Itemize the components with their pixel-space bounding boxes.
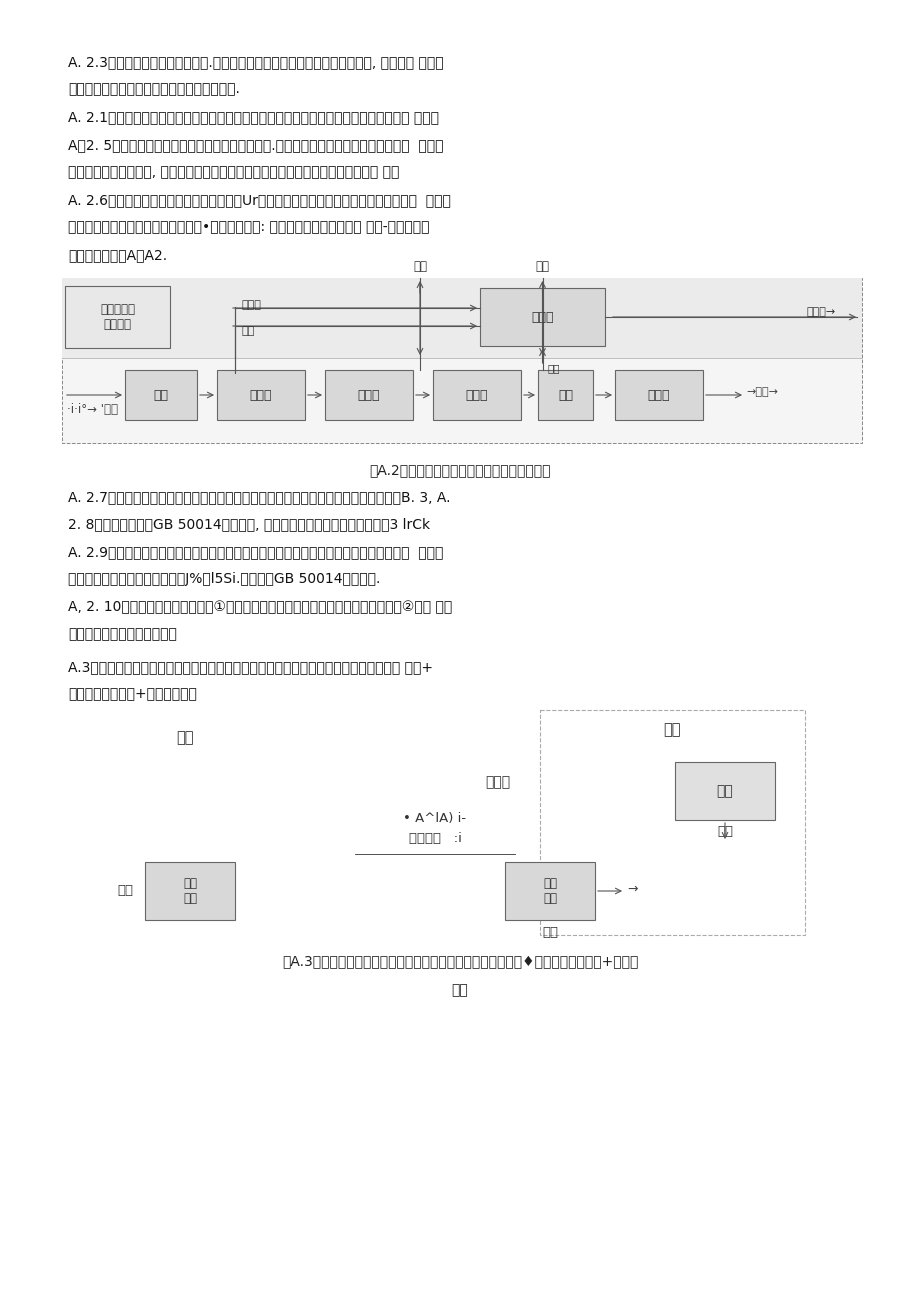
Text: 黑水: 黑水 <box>716 825 732 838</box>
Bar <box>614 369 702 420</box>
Bar <box>145 863 234 920</box>
Text: 排放至南水沟渠或附近水体。: 排放至南水沟渠或附近水体。 <box>68 627 176 641</box>
Bar <box>675 762 774 820</box>
Text: 艺流程图见附录A图A2.: 艺流程图见附录A图A2. <box>68 248 167 262</box>
Text: →清水→: →清水→ <box>745 386 777 397</box>
Text: 图A.3农户黑水高效化粪池；灰水好气生物处理（或生态净化）♦尾水就地就近利用+排放模: 图A.3农户黑水高效化粪池；灰水好气生物处理（或生态净化）♦尾水就地就近利用+排… <box>281 955 638 969</box>
Bar <box>324 369 413 420</box>
Text: →: → <box>627 883 637 896</box>
Text: 房前屋后的菜地或绿地, 多余出水达标排放进入生态沟渠或通过已建好的雨水管网外 排。: 房前屋后的菜地或绿地, 多余出水达标排放进入生态沟渠或通过已建好的雨水管网外 排… <box>68 165 399 180</box>
Bar <box>65 286 170 347</box>
Bar <box>505 863 595 920</box>
Text: 空气: 空气 <box>413 260 426 273</box>
Text: 好氧池: 好氧池 <box>357 389 380 402</box>
Text: A. 2.9清水池接收沉淀池上滑液，因高程原因不能自行排放时，内置提升水泵和液位控制  仪，有: A. 2.9清水池接收沉淀池上滑液，因高程原因不能自行排放时，内置提升水泵和液位… <box>68 545 443 559</box>
Text: 沉砂池: 沉砂池 <box>249 389 272 402</box>
Text: A. 2.1考虑公共卫生因家，本工艺不宜采用落干式湿地茴代好氧生物处理单元直接处理原 污水。: A. 2.1考虑公共卫生因家，本工艺不宜采用落干式湿地茴代好氧生物处理单元直接处… <box>68 111 438 124</box>
Text: 上清液: 上清液 <box>242 301 262 310</box>
Text: A．2. 5处理设施应保证处理后尾水清澈透明无异味.可就近采用布水管滴灌或喷灌方武泄  溉农户: A．2. 5处理设施应保证处理后尾水清澈透明无异味.可就近采用布水管滴灌或喷灌方… <box>68 138 443 152</box>
Text: A. 2.3该模式不强制采用灰黑分离.单户或相邻联户可也设一体化污水处理设箱, 设施宜采 刚好氧: A. 2.3该模式不强制采用灰黑分离.单户或相邻联户可也设一体化污水处理设箱, … <box>68 55 443 69</box>
Text: 单户: 单户 <box>663 722 680 736</box>
Text: 污泥: 污泥 <box>535 260 549 273</box>
Bar <box>539 710 804 935</box>
Text: • A^lA) i-: • A^lA) i- <box>403 812 466 825</box>
Bar <box>217 369 305 420</box>
Text: 泥渣: 泥渣 <box>547 363 560 373</box>
Text: 洗间等: 洗间等 <box>484 775 509 788</box>
Text: 图A.2小型一体化好氧生物处理设施工艺流程图: 图A.2小型一体化好氧生物处理设施工艺流程图 <box>369 463 550 477</box>
Bar <box>62 278 861 444</box>
Text: A. 2.7采用水车驱动、多级跌水充氧接触氧化工艺的场合，设计要求及相关规定见附录B. 3, A.: A. 2.7采用水车驱动、多级跌水充氧接触氧化工艺的场合，设计要求及相关规定见附… <box>68 490 450 503</box>
Bar <box>538 369 593 420</box>
Text: 式图: 式图 <box>451 984 468 997</box>
Text: A. 2.6单户或相邻联户小型一体化处理设施Ur采用地卜式或地上式一体化工艺，推荐好第  处理单: A. 2.6单户或相邻联户小型一体化处理设施Ur采用地卜式或地上式一体化工艺，推… <box>68 193 450 207</box>
Text: 单户: 单户 <box>176 730 194 745</box>
Text: 2. 8沉淀池设计参照GB 50014相关规定, 宜桑用竖流沉淀池，沉淀时间宜取3 lrCk: 2. 8沉淀池设计参照GB 50014相关规定, 宜桑用竖流沉淀池，沉淀时间宜取… <box>68 516 430 531</box>
Text: 沉淀池: 沉淀池 <box>465 389 488 402</box>
Text: 厕所: 厕所 <box>716 785 732 798</box>
Text: 菜园
绿地: 菜园 绿地 <box>183 877 197 905</box>
Text: 处康及箱   :i: 处康及箱 :i <box>408 833 461 846</box>
Text: A, 2. 10清水池出口设两个通道：①农户周围的绿地或菜地，足水氮借资源化利用：②达标 余水: A, 2. 10清水池出口设两个通道：①农户周围的绿地或菜地，足水氮借资源化利用… <box>68 600 452 614</box>
Bar <box>433 369 520 420</box>
Text: 沼液: 沼液 <box>117 885 133 898</box>
Text: 储泥池: 储泥池 <box>530 311 553 324</box>
Text: 尾水就地就近利用+达标排放模式: 尾水就地就近利用+达标排放模式 <box>68 687 197 701</box>
Text: 泥液: 泥液 <box>242 327 255 336</box>
Text: A.3单户或相邻联户（灰照分离），农户黑水高效化粪池；灰水好氧生物处理（或生态净 化）+: A.3单户或相邻联户（灰照分离），农户黑水高效化粪池；灰水好氧生物处理（或生态净… <box>68 660 433 674</box>
Text: 菜园
绿地: 菜园 绿地 <box>542 877 556 905</box>
Text: 清水池: 清水池 <box>647 389 670 402</box>
Text: 一体化污水
处理设施: 一体化污水 处理设施 <box>100 303 135 330</box>
Text: 清水: 清水 <box>558 389 573 402</box>
Text: 元采用水车费动生物轴盘或接触询化•主体流程包括: 格栅初沉池好氧生物处理 沉淀-清水池，工: 元采用水车费动生物轴盘或接触询化•主体流程包括: 格栅初沉池好氧生物处理 沉淀-… <box>68 220 429 234</box>
Bar <box>62 278 861 358</box>
Bar <box>480 288 605 346</box>
Text: ·i·i°→ '讳井: ·i·i°→ '讳井 <box>67 403 118 416</box>
Bar <box>125 369 197 420</box>
Text: 效容积应不少于设计日处理污水J%的l5Si.设计参照GB 50014相关规定.: 效容积应不少于设计日处理污水J%的l5Si.设计参照GB 50014相关规定. <box>68 572 380 585</box>
Text: 生物处理技术，无需设计专门的脱触除磁措施.: 生物处理技术，无需设计专门的脱触除磁措施. <box>68 82 240 96</box>
Text: 格栅: 格栅 <box>153 389 168 402</box>
Text: 出水: 出水 <box>541 926 558 939</box>
Text: 回用水→: 回用水→ <box>806 307 835 317</box>
